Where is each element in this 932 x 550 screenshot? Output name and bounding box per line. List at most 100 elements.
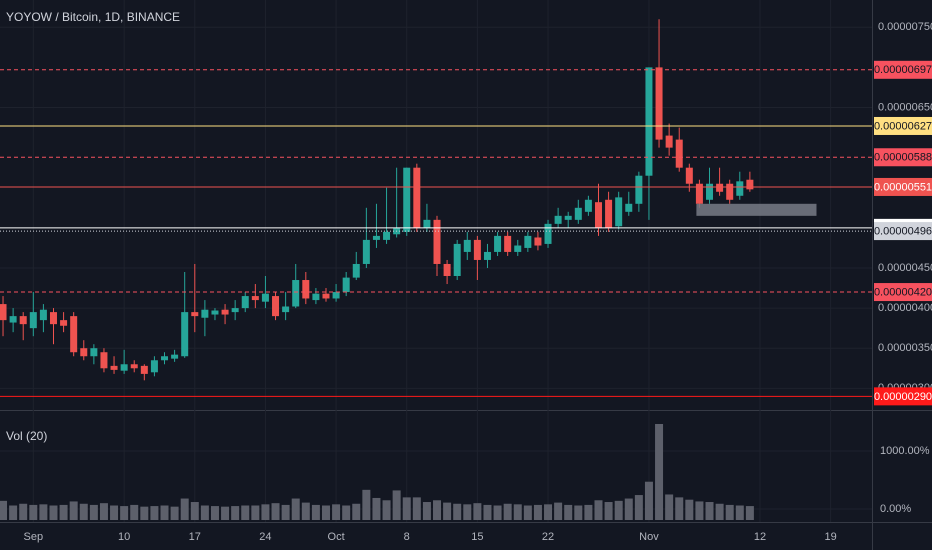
candle-body [413,167,421,228]
volume-bar [624,498,633,520]
x-tick-label: 24 [259,531,271,543]
candle-body [615,197,623,227]
volume-bar [574,505,583,520]
volume-bar [533,504,542,520]
volume-bar [160,505,169,520]
candle-body [251,296,259,301]
candle-body [423,219,431,228]
candle-body [564,215,572,220]
candle-body [645,67,653,176]
candle-body [695,183,703,204]
level-label-box [874,116,932,135]
volume-bar [130,504,139,520]
candle-body [625,203,633,212]
candle-body [706,183,714,200]
volume-bar [291,498,300,520]
level-label-box [874,148,932,167]
volume-bar [735,505,744,520]
level-label-box [874,283,932,302]
volume-bar [655,423,664,520]
candle-body [544,223,552,244]
candle-body [312,293,320,301]
chart-title: YOYOW / Bitcoin, 1D, BINANCE [6,10,180,24]
level-label: 0.00000697 [874,64,932,76]
x-tick-label: 8 [404,531,410,543]
candle-body [171,354,179,359]
volume-bar [251,505,260,520]
candle-body [282,306,290,313]
volume-bar [745,506,754,520]
volume-bar [261,504,270,520]
volume-bar [453,503,462,520]
volume-bar [79,503,88,520]
level-label-box [874,177,932,196]
volume-bar [110,505,119,520]
volume-bar [49,505,58,520]
candle-body [70,316,78,353]
y-tick-label: 0.00000450 [878,262,932,274]
x-tick-label: 22 [542,531,554,543]
volume-title: Vol (20) [6,429,47,443]
candle-body [302,280,310,299]
volume-bar [99,503,108,520]
candle-body [403,167,411,232]
candle-body [473,239,481,260]
candle-body [675,139,683,168]
candle-body [19,316,27,325]
level-label: 0.00000496 [874,225,932,237]
volume-bar [9,505,18,520]
candle-body [231,308,239,313]
volume-bar [332,504,341,520]
x-tick-label: Oct [328,531,345,543]
volume-bar [150,506,159,520]
candle-body [150,360,158,373]
volume-bar [19,503,28,520]
volume-bar [301,502,310,520]
volume-bar [412,497,421,520]
candle-body [181,312,189,357]
candle-body [584,199,592,212]
candle-body [90,348,98,357]
volume-bar [69,501,78,520]
candle-body [332,292,340,299]
candle-body [736,181,744,196]
volume-bar [362,489,371,520]
volume-bar [604,502,613,520]
candle-body [443,263,451,277]
volume-bar [715,503,724,520]
candle-body [201,309,209,318]
volume-bar [554,502,563,520]
volume-bar [523,505,532,520]
volume-bar [311,504,320,520]
volume-bar [493,505,502,520]
candle-body [655,67,663,140]
marks [0,19,872,520]
volume-bar [39,504,48,520]
volume-bar [634,495,643,520]
volume-bar [705,502,714,520]
candle-body [29,312,37,329]
volume-bar [443,502,452,520]
volume-bar [695,501,704,520]
volume-bar [402,497,411,520]
volume-bar [483,504,492,520]
x-tick-label: 17 [189,531,201,543]
candle-body [372,235,380,240]
volume-bar [675,497,684,520]
volume-bar [513,504,522,520]
volume-bar [200,505,209,520]
candle-body [716,183,724,192]
candle-body [342,277,350,293]
volume-bar [241,505,250,520]
volume-bar [665,494,674,520]
volume-bar [372,497,381,520]
candle-body [241,296,249,309]
candle-body [635,175,643,204]
volume-bar [140,506,149,520]
x-tick-label: 10 [118,531,130,543]
volume-bar [29,504,38,520]
candle-body [746,179,754,190]
volume-bar [473,503,482,520]
x-tick-label: 12 [754,531,766,543]
